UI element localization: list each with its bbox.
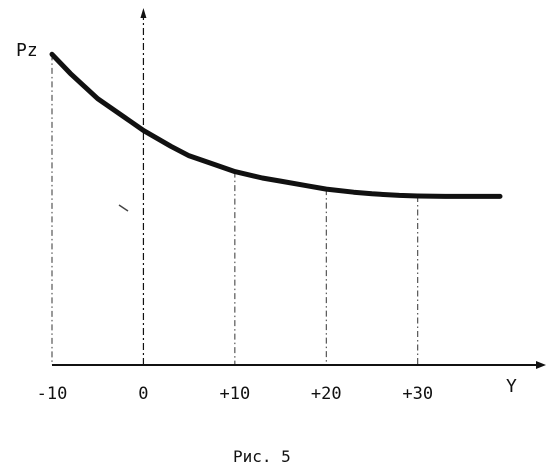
x-axis-label: Y: [506, 376, 517, 397]
x-tick-label: +10: [219, 384, 250, 404]
x-tick-labels: -10 0 +10 +20 +30: [37, 384, 433, 404]
x-tick-label: -10: [37, 384, 68, 404]
figure-caption: Рис. 5: [233, 447, 291, 466]
grid-lines: [51, 54, 419, 365]
stray-mark: [118, 204, 129, 212]
x-tick-label: 0: [138, 384, 148, 404]
x-axis-arrow: [536, 361, 546, 369]
x-tick-label: +20: [311, 384, 342, 404]
y-axis-label: Pz: [16, 40, 38, 61]
y-axis-arrow: [140, 8, 147, 18]
series-line: [49, 51, 503, 199]
x-tick-label: +30: [402, 384, 433, 404]
